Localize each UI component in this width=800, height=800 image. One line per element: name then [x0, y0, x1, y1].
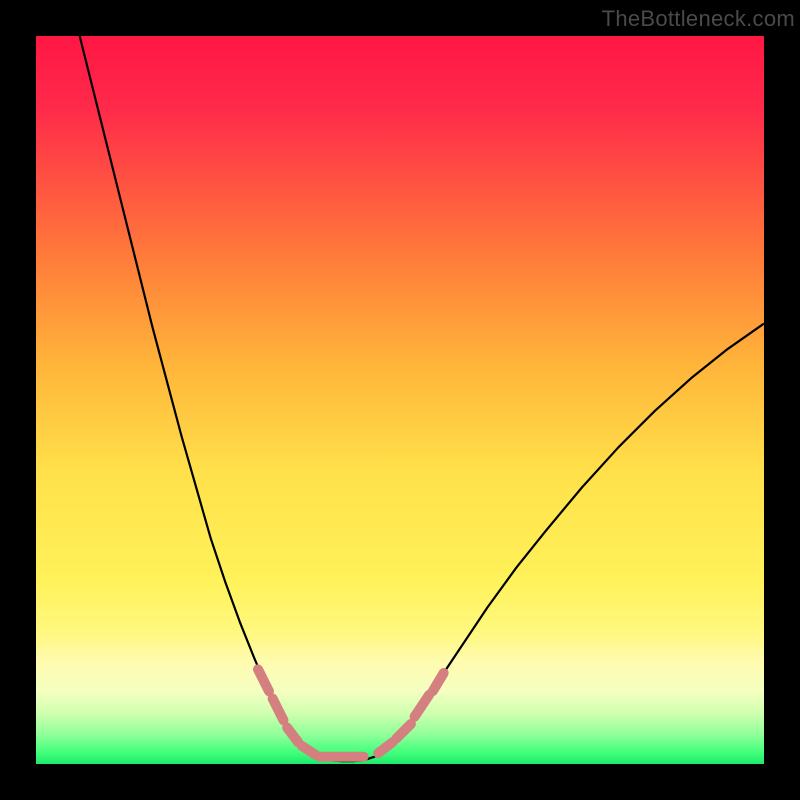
plot-background: [36, 36, 764, 764]
chart-stage: TheBottleneck.com: [0, 0, 800, 800]
bottleneck-curve-plot: [0, 0, 800, 800]
watermark-text: TheBottleneck.com: [602, 6, 795, 32]
